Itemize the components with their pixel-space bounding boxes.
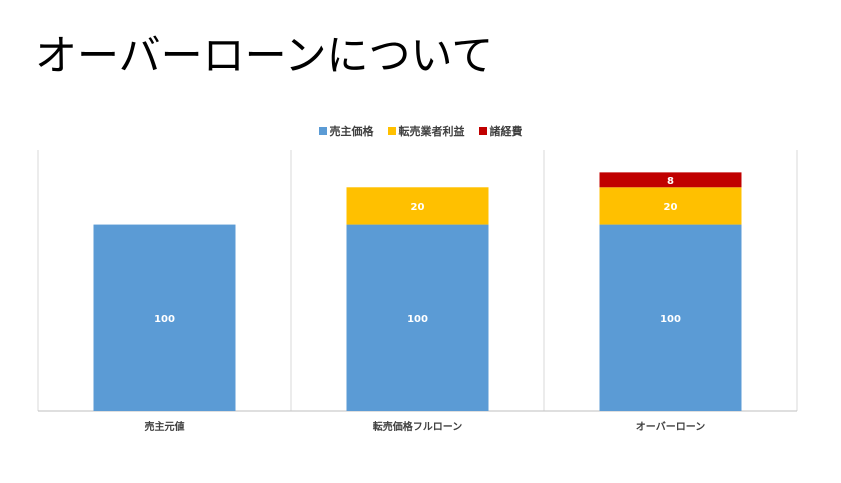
bar-segment <box>346 224 489 411</box>
chart-legend: 売主価格 転売業者利益 諸経費 <box>0 123 841 139</box>
legend-item-reseller-profit: 転売業者利益 <box>387 123 465 139</box>
legend-swatch-expenses <box>478 127 487 135</box>
legend-swatch-reseller-profit <box>387 127 396 135</box>
bar-segment <box>599 172 742 188</box>
x-tick-label: オーバーローン <box>636 421 705 433</box>
data-label: 8 <box>667 176 674 187</box>
legend-item-seller-price: 売主価格 <box>318 123 374 139</box>
bar-segment <box>599 187 742 225</box>
legend-label-seller-price: 売主価格 <box>329 125 374 138</box>
data-label: 100 <box>154 314 175 325</box>
legend-item-expenses: 諸経費 <box>478 123 523 139</box>
legend-label-reseller-profit: 転売業者利益 <box>398 125 465 138</box>
legend-label-expenses: 諸経費 <box>489 125 523 138</box>
x-tick-label: 売主元値 <box>145 420 185 433</box>
data-label: 20 <box>664 202 678 213</box>
bar-segment <box>93 224 236 411</box>
legend-swatch-seller-price <box>318 127 327 135</box>
bar-segment <box>599 224 742 411</box>
data-label: 100 <box>407 314 428 325</box>
slide-title: オーバーローンについて <box>35 31 494 80</box>
bar-segment <box>346 187 489 225</box>
data-label: 20 <box>411 202 425 213</box>
data-label: 100 <box>660 314 681 325</box>
x-tick-label: 転売価格フルローン <box>373 420 463 433</box>
